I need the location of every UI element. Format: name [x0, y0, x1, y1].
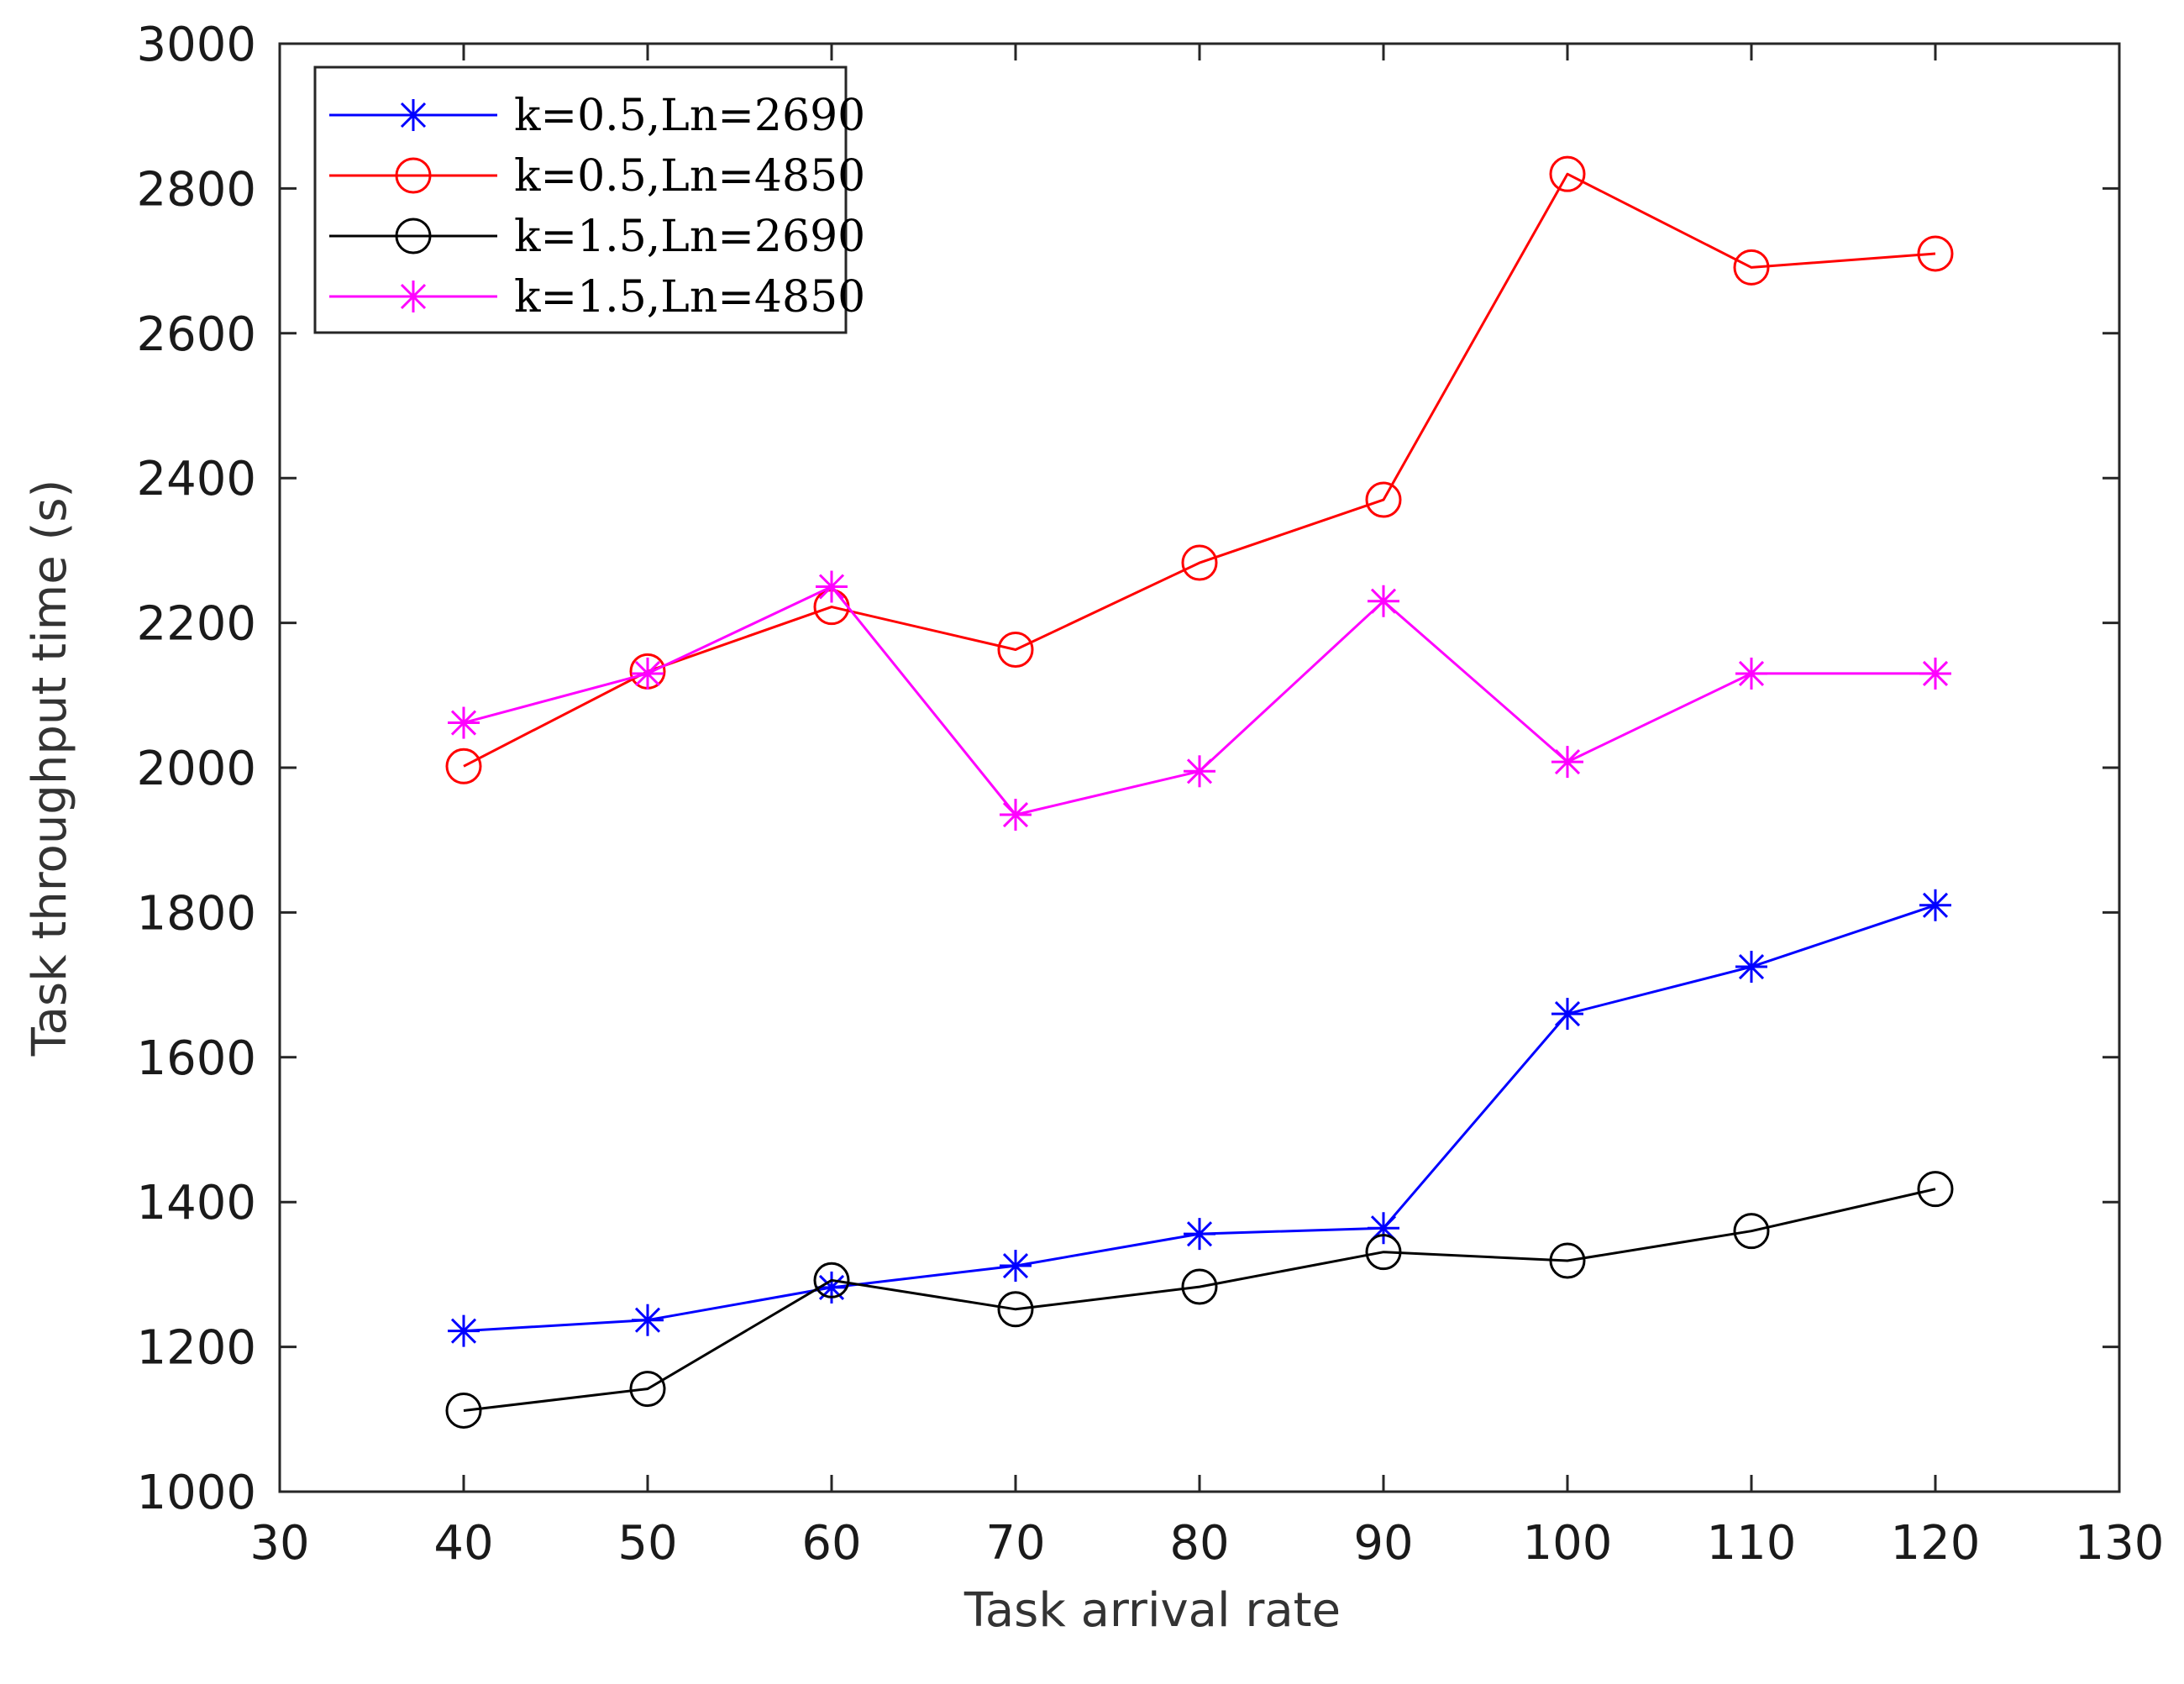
legend-entry: k=0.5,Ln=4850 — [329, 151, 865, 202]
x-tick-label: 70 — [985, 1516, 1045, 1571]
legend-marker — [395, 218, 432, 254]
y-tick-label: 1400 — [136, 1176, 256, 1230]
x-tick-label: 50 — [617, 1516, 677, 1571]
data-point — [448, 1314, 480, 1347]
legend-entry: k=1.5,Ln=2690 — [329, 212, 865, 262]
series-1 — [448, 889, 1951, 1347]
data-point — [1365, 1234, 1402, 1271]
data-point — [448, 706, 480, 739]
legend-entry: k=1.5,Ln=4850 — [329, 272, 865, 323]
x-tick-label: 60 — [801, 1516, 861, 1571]
data-point — [1181, 544, 1218, 581]
x-tick-label: 120 — [1891, 1516, 1981, 1571]
x-tick-label: 40 — [433, 1516, 493, 1571]
data-point — [1733, 249, 1770, 286]
legend-marker — [395, 157, 432, 194]
data-point — [1735, 951, 1767, 984]
series-3 — [445, 1171, 1954, 1429]
ticks-layer: 30 40 50 60 70 80 90 100 110 120 130 1000 1200 1400 16… — [136, 18, 2164, 1571]
x-tick-label: 130 — [2075, 1516, 2165, 1571]
legend: k=0.5,Ln=2690 k=0.5,Ln=4850 k=1.5,Ln=2690 k… — [313, 66, 865, 334]
legend-label: k=1.5,Ln=4850 — [514, 272, 865, 323]
x-tick-label: 90 — [1353, 1516, 1413, 1571]
data-point — [445, 1392, 482, 1429]
x-tick-label: 80 — [1169, 1516, 1229, 1571]
legend-label: k=0.5,Ln=2690 — [514, 91, 865, 141]
data-point — [1733, 1213, 1770, 1250]
x-tick-label: 30 — [249, 1516, 309, 1571]
data-point — [632, 1304, 664, 1336]
y-tick-label: 1000 — [136, 1466, 256, 1520]
legend-marker — [397, 99, 429, 131]
y-tick-label: 2000 — [136, 742, 256, 796]
y-tick-label: 3000 — [136, 18, 256, 72]
x-tick-label: 110 — [1707, 1516, 1797, 1571]
data-point — [1000, 799, 1032, 832]
data-point — [1735, 657, 1767, 690]
data-point — [632, 657, 664, 690]
data-point — [445, 748, 482, 784]
y-tick-label: 1600 — [136, 1031, 256, 1086]
legend-label: k=0.5,Ln=4850 — [514, 151, 865, 202]
y-axis-title: Task throughput time (s) — [23, 480, 77, 1057]
data-point — [1184, 1218, 1215, 1251]
legend-entries: k=0.5,Ln=2690 k=0.5,Ln=4850 k=1.5,Ln=2690 k… — [329, 91, 865, 323]
data-point — [1000, 1250, 1032, 1283]
series-layer — [445, 155, 1954, 1429]
data-point — [1365, 481, 1402, 518]
data-point — [1549, 1242, 1586, 1279]
y-tick-label: 1800 — [136, 886, 256, 941]
x-tick-label: 100 — [1523, 1516, 1613, 1571]
data-point — [1368, 585, 1399, 617]
series-4 — [448, 570, 1951, 832]
data-point — [997, 631, 1034, 668]
series-2 — [445, 155, 1954, 784]
data-point — [1549, 155, 1586, 192]
y-tick-label: 2200 — [136, 597, 256, 652]
data-point — [1184, 755, 1215, 788]
data-point — [1919, 657, 1951, 690]
data-point — [1917, 1171, 1954, 1208]
data-point — [813, 1262, 850, 1298]
y-tick-label: 2800 — [136, 162, 256, 217]
series-line — [463, 1188, 1936, 1412]
series-line — [463, 172, 1936, 768]
x-axis-title: Task arrival rate — [963, 1583, 1341, 1638]
data-point — [1919, 889, 1951, 921]
legend-marker — [397, 281, 429, 312]
data-point — [816, 570, 848, 603]
data-point — [1917, 235, 1954, 272]
legend-label: k=1.5,Ln=2690 — [514, 212, 865, 262]
data-point — [629, 1371, 666, 1408]
data-point — [1551, 746, 1583, 779]
data-point — [1181, 1268, 1218, 1305]
legend-entry: k=0.5,Ln=2690 — [329, 91, 865, 141]
y-tick-label: 2400 — [136, 452, 256, 506]
data-point — [1551, 998, 1583, 1031]
data-point — [997, 1291, 1034, 1328]
y-tick-label: 1200 — [136, 1321, 256, 1376]
y-tick-label: 2600 — [136, 307, 256, 362]
